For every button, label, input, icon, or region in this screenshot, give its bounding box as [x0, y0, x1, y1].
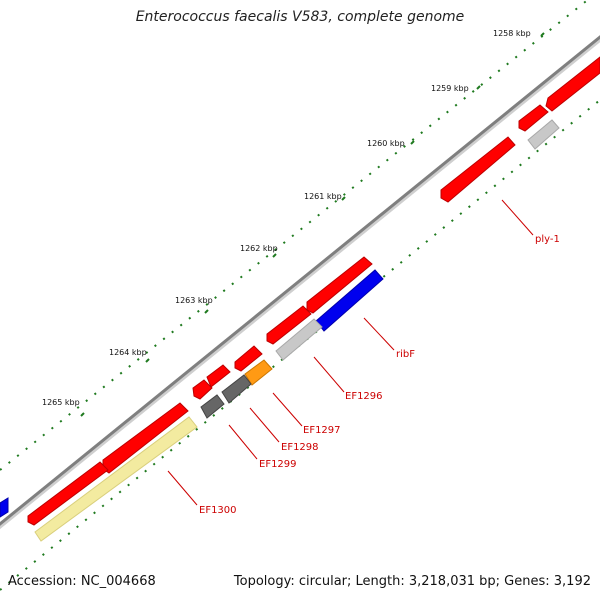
tick-label-1260: 1260 kbp	[367, 139, 405, 148]
gene-feature-reverse[interactable]	[0, 497, 9, 518]
gene-feature-reverse[interactable]	[440, 136, 516, 203]
gene-feature-reverse[interactable]	[221, 374, 252, 404]
major-tick	[341, 196, 346, 201]
gene-feature-forward[interactable]	[192, 379, 213, 400]
tick-label-1265: 1265 kbp	[42, 398, 80, 407]
major-tick	[410, 140, 415, 145]
gene-feature-reverse[interactable]	[527, 119, 560, 150]
major-tick	[145, 358, 150, 363]
gene-feature-reverse[interactable]	[244, 359, 273, 386]
tick-label-1264: 1264 kbp	[109, 348, 147, 357]
map-title: Enterococcus faecalis V583, complete gen…	[135, 9, 465, 25]
outer-tick-track	[0, 0, 590, 471]
gene-feature-reverse[interactable]	[275, 318, 323, 361]
gene-label-EF1300[interactable]: EF1300	[199, 505, 237, 516]
tick-label-1258: 1258 kbp	[493, 29, 531, 38]
major-tick	[272, 253, 277, 258]
tick-label-1262: 1262 kbp	[240, 244, 278, 253]
gene-feature-forward[interactable]	[206, 364, 231, 388]
gene-label-EF1297[interactable]: EF1297	[303, 425, 341, 436]
gene-feature-forward[interactable]	[234, 345, 263, 372]
gene-feature-reverse[interactable]	[200, 394, 225, 419]
gene-label-ribF[interactable]: ribF	[396, 349, 415, 360]
major-tick	[80, 412, 85, 417]
major-tick	[540, 32, 545, 37]
gene-feature-forward[interactable]	[545, 56, 600, 112]
gene-feature-forward[interactable]	[27, 461, 109, 526]
reverse-feature-track	[0, 119, 560, 542]
gene-label-ply-1[interactable]: ply-1	[535, 234, 560, 245]
gene-feature-reverse[interactable]	[34, 416, 198, 542]
forward-feature-track	[27, 56, 600, 526]
label-leaders	[167, 199, 534, 506]
gene-label-EF1298[interactable]: EF1298	[281, 442, 319, 453]
major-tick	[204, 309, 209, 314]
tick-label-1261: 1261 kbp	[304, 192, 342, 201]
major-ticks: 1258 kbp 1259 kbp 1260 kbp 1261 kbp 1262…	[42, 29, 545, 417]
genome-backbone	[0, 35, 600, 530]
major-tick	[476, 85, 481, 90]
tick-label-1259: 1259 kbp	[431, 84, 469, 93]
gene-labels: ply-1 ribF EF1296 EF1297 EF1298 EF1299 E…	[199, 234, 560, 516]
accession-text: Accession: NC_004668	[8, 574, 156, 589]
tick-label-1263: 1263 kbp	[175, 296, 213, 305]
gene-label-EF1296[interactable]: EF1296	[345, 391, 383, 402]
gene-feature-forward[interactable]	[306, 256, 373, 314]
gene-feature-forward[interactable]	[266, 305, 312, 345]
gene-label-EF1299[interactable]: EF1299	[259, 459, 297, 470]
genome-summary-text: Topology: circular; Length: 3,218,031 bp…	[233, 574, 591, 589]
gene-feature-forward[interactable]	[518, 104, 549, 132]
